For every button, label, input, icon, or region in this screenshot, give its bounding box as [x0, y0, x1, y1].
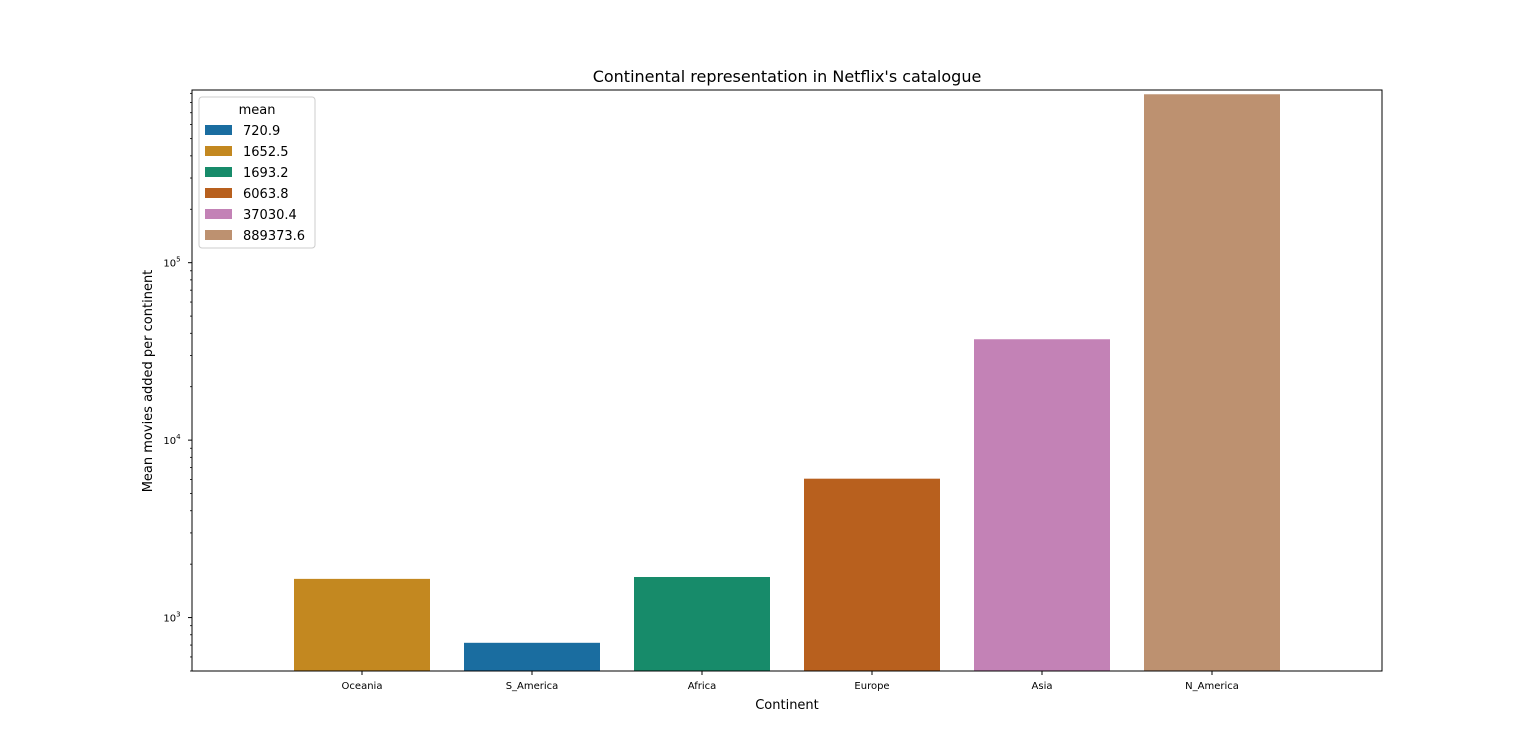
x-axis-ticks: Oceania S_America Africa Europe Asia N_Americ… — [342, 671, 1239, 692]
legend-label: 6063.8 — [243, 187, 289, 202]
bar-asia — [974, 339, 1110, 671]
x-tick-label: N_America — [1185, 681, 1239, 692]
bars-group — [294, 94, 1280, 672]
x-axis-label: Continent — [755, 698, 819, 713]
x-tick-label: S_America — [506, 681, 559, 692]
legend-entries: 720.9 1652.5 1693.2 6063.8 37030.4 889373.6 — [205, 124, 305, 244]
legend-title: mean — [239, 103, 276, 118]
bar-africa — [634, 576, 770, 671]
x-tick-label: Asia — [1032, 681, 1053, 692]
legend-swatch — [205, 167, 232, 177]
legend-swatch — [205, 146, 232, 156]
bar-s-america — [464, 642, 600, 671]
legend-swatch — [205, 230, 232, 240]
legend-label: 37030.4 — [243, 208, 297, 223]
y-axis-ticks: 103 104 105 — [163, 92, 192, 672]
legend-label: 720.9 — [243, 124, 280, 139]
x-tick-label: Europe — [854, 681, 889, 692]
y-tick-label: 105 — [163, 256, 180, 270]
legend-swatch — [205, 209, 232, 219]
legend-label: 1693.2 — [243, 166, 289, 181]
x-tick-label: Africa — [688, 681, 717, 692]
legend-swatch — [205, 125, 232, 135]
legend-label: 1652.5 — [243, 145, 289, 160]
plot-area-frame — [191, 89, 1383, 672]
y-tick-label: 104 — [163, 433, 181, 447]
legend: mean 720.9 1652.5 1693.2 6063.8 37030.4 88937… — [198, 96, 316, 249]
y-tick-label: 103 — [163, 611, 180, 625]
bar-n-america — [1144, 94, 1280, 672]
legend-swatch — [205, 188, 232, 198]
x-tick-label: Oceania — [342, 681, 383, 692]
legend-label: 889373.6 — [243, 229, 305, 244]
y-axis-label: Mean movies added per continent — [141, 270, 156, 493]
bar-europe — [804, 478, 940, 671]
chart-title: Continental representation in Netflix's … — [593, 67, 982, 86]
bar-oceania — [294, 578, 430, 671]
